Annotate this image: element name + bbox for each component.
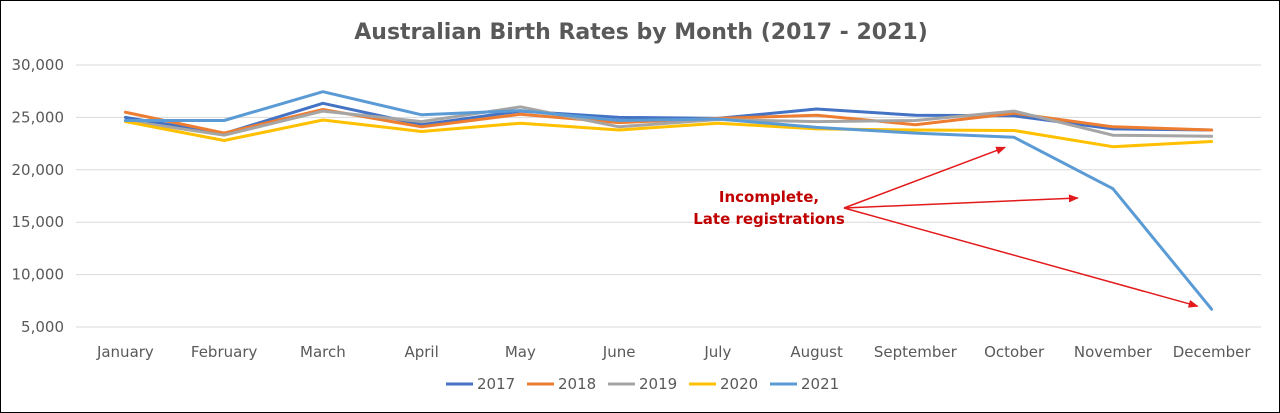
legend-label: 2020	[720, 375, 758, 393]
y-tick-label: 5,000	[21, 318, 64, 336]
series-line-2020	[123, 118, 1214, 149]
x-tick-label: July	[703, 343, 731, 361]
annotation-text-line: Incomplete,	[719, 188, 819, 206]
x-tick-label: February	[191, 343, 258, 361]
x-tick-label: September	[874, 343, 958, 361]
x-tick-label: March	[300, 343, 346, 361]
series-line-2019	[123, 105, 1214, 138]
x-tick-label: August	[790, 343, 843, 361]
legend-label: 2018	[558, 375, 596, 393]
x-tick-label: June	[602, 343, 636, 361]
legend-label: 2019	[639, 375, 677, 393]
x-tick-label: October	[984, 343, 1045, 361]
y-axis-tick-labels: 5,000 10,000 15,000 20,000 25,000 30,000	[12, 56, 65, 336]
x-tick-label: April	[404, 343, 438, 361]
annotation-arrow	[843, 146, 1007, 209]
legend-label: 2017	[477, 375, 515, 393]
y-tick-label: 30,000	[12, 56, 65, 74]
legend-item-2017: 2017	[446, 375, 515, 393]
legend-item-2020: 2020	[689, 375, 758, 393]
legend-item-2021: 2021	[770, 375, 839, 393]
series-line-2021	[123, 90, 1214, 311]
series-line-2017	[123, 101, 1214, 136]
legend-label: 2021	[801, 375, 839, 393]
annotation-arrow	[843, 194, 1079, 209]
legend: 2017 2018 2019 2020 2021	[446, 375, 839, 393]
y-tick-label: 15,000	[12, 213, 65, 231]
legend-item-2018: 2018	[527, 375, 596, 393]
legend-item-2019: 2019	[608, 375, 677, 393]
annotation: Incomplete, Late registrations	[693, 146, 1199, 308]
x-tick-label: December	[1173, 343, 1252, 361]
x-tick-label: May	[505, 343, 536, 361]
annotation-text-line: Late registrations	[693, 210, 845, 228]
y-tick-label: 25,000	[12, 108, 65, 126]
x-tick-label: November	[1074, 343, 1153, 361]
chart-title: Australian Birth Rates by Month (2017 - …	[354, 20, 928, 45]
gridlines	[76, 64, 1261, 328]
y-tick-label: 10,000	[12, 266, 65, 284]
y-tick-label: 20,000	[12, 161, 65, 179]
annotation-arrow	[843, 207, 1199, 308]
series-lines	[123, 90, 1214, 311]
x-tick-label: January	[96, 343, 154, 361]
x-axis-tick-labels: January February March April May June July Augu…	[96, 343, 1251, 361]
